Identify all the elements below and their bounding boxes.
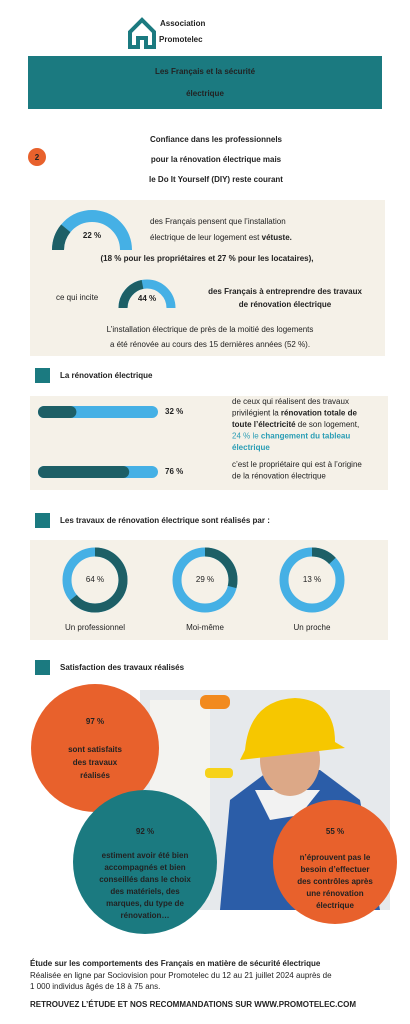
gauge-value: [52, 224, 71, 251]
photo-shirt: [255, 790, 320, 820]
text-line: de rénovation électrique: [239, 300, 332, 309]
heading-square: [35, 368, 50, 383]
stat-text: conseillés dans le choix: [99, 875, 191, 884]
text-line: 24 % le changement du tableau: [232, 432, 350, 441]
heading-square: [35, 660, 50, 675]
text-segment: 24 % le: [232, 432, 261, 441]
stat-label: 97 %: [86, 717, 104, 726]
association: Association: [160, 19, 205, 28]
gauge-label: 22 %: [83, 231, 101, 240]
text-line: des Français à entreprendre des travaux: [208, 287, 362, 296]
stat-circle: [73, 790, 217, 934]
heading-square: [35, 513, 50, 528]
text-segment: des Français à entreprendre des travaux: [208, 287, 362, 296]
heading: Satisfaction des travaux réalisés: [60, 663, 185, 672]
photo-tester: [205, 768, 233, 778]
bar: [38, 406, 77, 418]
detail: (18 % pour les propriétaires et 27 % pou…: [101, 254, 314, 263]
logo-icon: [128, 17, 156, 49]
donut-value: [172, 547, 238, 613]
section-title: pour la rénovation électrique mais: [151, 155, 282, 164]
note: a été rénovée au cours des 15 dernières …: [110, 340, 310, 349]
stat-text: estiment avoir été bien: [102, 851, 189, 860]
donut-label: 64 %: [86, 575, 104, 584]
brand: Promotelec: [159, 35, 203, 44]
stat-circle: [273, 800, 397, 924]
bar-label: 76 %: [165, 467, 183, 476]
text-line: électrique de leur logement est vétuste.: [150, 233, 292, 242]
donut-value: [62, 547, 128, 613]
lead: ce qui incite: [56, 293, 99, 302]
bar-label: 32 %: [165, 407, 183, 416]
text-segment: toute l’électricité: [232, 420, 296, 429]
donut-caption: Un professionnel: [65, 623, 125, 632]
text-segment: de la rénovation électrique: [232, 472, 326, 481]
text-segment: de ceux qui réalisent des travaux: [232, 397, 349, 406]
gauge-value: [118, 280, 144, 309]
text-line: de ceux qui réalisent des travaux: [232, 397, 349, 406]
title-banner: [28, 56, 382, 109]
text-segment: changement du tableau: [261, 432, 350, 441]
photo-tool: [200, 695, 230, 709]
text-segment: privilégient la: [232, 409, 281, 418]
heading: La rénovation électrique: [60, 371, 153, 380]
donut-caption: Un proche: [294, 623, 331, 632]
text-segment: rénovation totale de: [281, 409, 358, 418]
text-segment: des Français pensent que l’installation: [150, 217, 286, 226]
stat-text: besoin d’effectuer: [301, 865, 370, 874]
text-segment: électrique de leur logement est: [150, 233, 262, 242]
stat-text: électrique: [316, 901, 354, 910]
stat-text: réalisés: [80, 771, 110, 780]
stat-text: une rénovation: [306, 889, 363, 898]
text-segment: c’est le propriétaire qui est à l’origin…: [232, 460, 362, 469]
photo-helmet: [240, 698, 345, 760]
text-segment: électrique: [232, 443, 270, 452]
heading: Les travaux de rénovation électrique son…: [60, 516, 270, 525]
section-badge: [28, 148, 46, 166]
stat-text: rénovation…: [121, 911, 170, 920]
footer-method: 1 000 individus âgés de 18 à 75 ans.: [30, 982, 160, 991]
section-title: Confiance dans les professionnels: [150, 135, 283, 144]
text-line: toute l’électricité de son logement,: [232, 420, 359, 429]
stat-text: des contrôles après: [297, 877, 373, 886]
text-line: des Français pensent que l’installation: [150, 217, 286, 226]
stat-circle: [31, 684, 159, 812]
panel: [30, 200, 385, 356]
text-segment: de rénovation électrique: [239, 300, 332, 309]
stat-text: des matériels, des: [110, 887, 180, 896]
title: électrique: [186, 89, 224, 98]
footer-cta: RETROUVEZ L’ÉTUDE ET NOS RECOMMANDATIONS…: [30, 1000, 356, 1009]
bar: [38, 466, 130, 478]
stat-label: 92 %: [136, 827, 154, 836]
stat-text: sont satisfaits: [68, 745, 122, 754]
section-title: le Do It Yourself (DIY) reste courant: [149, 175, 283, 184]
text-segment: de son logement,: [296, 420, 360, 429]
title: Les Français et la sécurité: [155, 67, 256, 76]
text-line: privilégient la rénovation totale de: [232, 409, 357, 418]
text-line: électrique: [232, 443, 270, 452]
text-segment: vétuste.: [262, 233, 292, 242]
donut-label: 13 %: [303, 575, 321, 584]
donut-label: 29 %: [196, 575, 214, 584]
stat-text: accompagnés et bien: [104, 863, 185, 872]
stat-label: 55 %: [326, 827, 344, 836]
gauge-label: 44 %: [138, 294, 156, 303]
stat-text: n’éprouvent pas le: [300, 853, 371, 862]
text-line: de la rénovation électrique: [232, 472, 326, 481]
stat-text: marques, du type de: [106, 899, 184, 908]
footer-study: Étude sur les comportements des Français…: [30, 959, 321, 968]
text-line: c’est le propriétaire qui est à l’origin…: [232, 460, 362, 469]
stat-text: des travaux: [73, 758, 118, 767]
note: L’installation électrique de près de la …: [107, 325, 314, 334]
footer-method: Réalisée en ligne par Sociovision pour P…: [30, 971, 332, 980]
donut-caption: Moi-même: [186, 623, 224, 632]
section-number: 2: [35, 153, 40, 162]
donut-value: [279, 547, 345, 613]
